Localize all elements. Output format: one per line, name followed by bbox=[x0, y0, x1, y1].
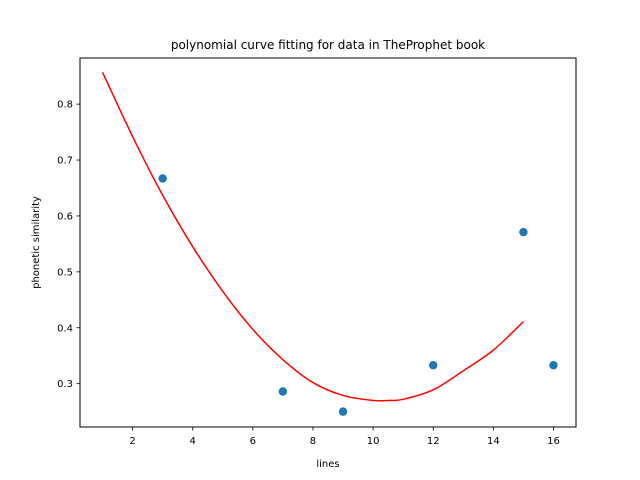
y-tick-label: 0.4 bbox=[57, 323, 73, 334]
plot-area: 2 4 6 8 10 12 14 16 0.3 0.4 0.5 0.6 0.7 0.8 bbox=[57, 71, 560, 447]
y-tick-label: 0.7 bbox=[57, 156, 73, 167]
x-tick-label: 12 bbox=[427, 436, 440, 447]
x-tick-label: 10 bbox=[367, 436, 380, 447]
y-tick-label: 0.3 bbox=[57, 379, 73, 390]
data-point bbox=[158, 174, 167, 183]
data-point bbox=[549, 361, 558, 370]
x-tick-label: 14 bbox=[487, 436, 500, 447]
x-tick-label: 4 bbox=[190, 436, 196, 447]
data-point bbox=[338, 407, 348, 416]
x-axis-label: lines bbox=[316, 459, 339, 470]
x-tick-label: 8 bbox=[310, 436, 316, 447]
data-point bbox=[519, 227, 528, 237]
y-tick-label: 0.8 bbox=[57, 100, 73, 111]
x-tick-label: 2 bbox=[129, 436, 135, 447]
y-axis-label: phonetic similarity bbox=[31, 196, 42, 289]
chart-title: polynomial curve fitting for data in The… bbox=[171, 38, 485, 52]
x-tick-label: 16 bbox=[547, 436, 560, 447]
y-tick-label: 0.6 bbox=[57, 211, 73, 222]
data-point bbox=[278, 387, 288, 396]
axes-frame bbox=[79, 57, 577, 428]
y-tick-label: 0.5 bbox=[57, 267, 73, 278]
data-point bbox=[429, 361, 438, 370]
x-tick-label: 6 bbox=[250, 436, 256, 447]
fitted-curve bbox=[101, 71, 524, 402]
